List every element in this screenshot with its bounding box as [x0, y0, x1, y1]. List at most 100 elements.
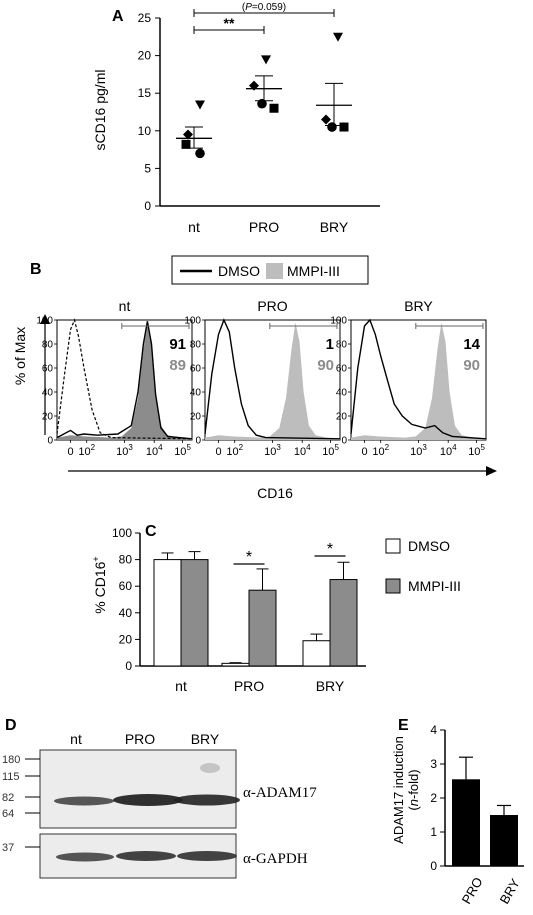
mw-37: 37 — [2, 842, 14, 854]
c-sig-star: * — [327, 541, 333, 558]
histogram-ytick: 0 — [47, 436, 53, 447]
histogram-bry: BRY 14 90 0 20 40 60 80 100 0 102 103 104 105 — [330, 298, 487, 458]
panel-b-xlabel: CD16 — [257, 485, 293, 501]
a-ytick-label: 10 — [138, 124, 152, 138]
panel-b-legend: DMSO MMPI-III — [171, 255, 369, 285]
histogram-xtick: 0 — [361, 446, 367, 458]
histogram-xtick: 102 — [78, 443, 95, 458]
e-ytick-label: 4 — [430, 723, 437, 737]
histogram-xtick: 104 — [146, 443, 163, 458]
band-gapdh-pro — [116, 851, 176, 861]
c-ytick-label: 20 — [119, 632, 133, 646]
histogram-ytick: 20 — [42, 412, 54, 423]
dmso-percentage: 1 — [326, 336, 334, 353]
legend-swatch-mmpi — [266, 263, 283, 279]
c-bar-nt-dmso — [153, 559, 182, 667]
panel-c-legend: DMSO MMPI-III — [385, 538, 461, 594]
c-bar-bry-dmso — [302, 640, 331, 667]
panel-d: D nt PRO BRY 180 115 82 64 — [2, 717, 317, 879]
histogram-ytick: 0 — [195, 436, 201, 447]
sig-p-value-a: (P=0.059) — [242, 2, 286, 13]
a-point-bry-circle — [327, 122, 337, 132]
histogram-ytick: 80 — [190, 340, 202, 351]
histogram-xtick: 102 — [226, 443, 243, 458]
c-bar-nt-mmpi — [180, 559, 209, 667]
panel-b-histograms: nt 91 89 0 20 40 60 80 100 0 102 103 104 105 PRO 1 90 0 20… — [36, 298, 487, 458]
mw-markers: 180 115 82 64 37 — [2, 754, 40, 854]
e-ytick-label: 2 — [430, 791, 437, 805]
c-bar-pro-dmso — [221, 662, 250, 667]
mmpi-percentage: 90 — [317, 357, 334, 374]
e-ytick-label: 0 — [430, 859, 437, 873]
lane-label-bry: BRY — [191, 731, 220, 747]
mw-82: 82 — [2, 792, 14, 804]
mmpi-percentage: 90 — [463, 357, 480, 374]
histogram-ytick: 0 — [341, 436, 347, 447]
histogram-ytick: 40 — [190, 388, 202, 399]
mmpi-histogram — [351, 322, 486, 440]
histogram-ytick: 100 — [330, 316, 347, 327]
antibody-adam17: α-ADAM17 — [243, 785, 317, 801]
histogram-xtick: 105 — [322, 443, 339, 458]
c-legend-label-mmpi: MMPI-III — [408, 578, 461, 594]
c-category-nt: nt — [175, 678, 187, 694]
blot-lane-labels: nt PRO BRY — [70, 731, 220, 747]
a-point-nt-square — [181, 139, 191, 149]
sig-stars-a: ** — [224, 15, 235, 31]
panel-a-ylabel: sCD16 pg/ml — [92, 70, 108, 151]
band-gapdh-nt — [56, 852, 114, 862]
a-ytick-label: 25 — [138, 11, 152, 25]
band-adam17-pro — [113, 794, 183, 806]
panel-a-points — [181, 32, 349, 159]
a-point-bry-triangle-down — [333, 32, 343, 42]
histogram-nt: nt 91 89 0 20 40 60 80 100 0 102 103 104 105 — [36, 298, 193, 458]
c-sig-star: * — [246, 549, 252, 566]
panel-e-ylabel: ADAM17 induction — [391, 736, 406, 844]
c-ytick-label: 80 — [119, 553, 133, 567]
e-bar-pro — [452, 779, 480, 866]
a-point-nt-circle — [195, 148, 205, 159]
histogram-ytick: 60 — [190, 364, 202, 375]
mw-180: 180 — [2, 754, 20, 766]
histogram-xtick: 105 — [174, 443, 191, 458]
histogram-ytick: 40 — [42, 388, 54, 399]
e-ytick-label: 1 — [430, 825, 437, 839]
panel-a-categories: nt PRO BRY — [188, 219, 349, 235]
dmso-histogram — [350, 318, 487, 440]
mw-64: 64 — [2, 808, 14, 820]
histogram-xtick: 103 — [410, 443, 427, 458]
a-point-nt-diamond — [183, 129, 193, 140]
a-ytick-label: 20 — [138, 49, 152, 63]
histogram-ytick: 20 — [190, 412, 202, 423]
c-legend-swatch-mmpi — [385, 578, 401, 594]
histogram-title: BRY — [404, 298, 433, 314]
panel-e-yticks: 0 1 2 3 4 — [430, 723, 445, 873]
lane-label-pro: PRO — [125, 731, 155, 747]
histogram-ytick: 60 — [42, 364, 54, 375]
e-ytick-label: 3 — [430, 757, 437, 771]
histogram-xtick: 103 — [116, 443, 133, 458]
a-category-nt: nt — [188, 219, 200, 235]
histogram-ytick: 40 — [336, 388, 348, 399]
histogram-ytick: 20 — [336, 412, 348, 423]
e-category-pro: PRO — [459, 875, 486, 907]
dmso-percentage: 91 — [169, 336, 186, 353]
c-ytick-label: 100 — [112, 526, 132, 540]
panel-e-categories: PRO BRY — [459, 875, 523, 907]
panel-c-yticks: 0 20 40 60 80 100 — [112, 526, 140, 673]
histogram-xtick: 0 — [67, 446, 73, 458]
a-point-bry-diamond — [321, 114, 331, 125]
antibody-gapdh: α-GAPDH — [243, 851, 308, 867]
mmpi-percentage: 89 — [169, 357, 186, 374]
a-point-nt-triangle-down — [195, 100, 205, 110]
panel-b: B DMSO MMPI-III % of Max CD16 nt 91 89 0 20 4… — [12, 255, 497, 501]
histogram-xtick: 104 — [294, 443, 311, 458]
histogram-ytick: 80 — [336, 340, 348, 351]
histogram-xtick: 104 — [440, 443, 457, 458]
panel-b-x-arrowhead — [486, 466, 497, 476]
panel-e: E ADAM17 induction (n-fold) 0 1 2 3 4 PRO BRY — [391, 717, 524, 907]
panel-c-categories: nt PRO BRY — [175, 678, 345, 694]
band-adam17-bry — [174, 794, 240, 806]
c-bar-bry-mmpi — [329, 579, 358, 667]
